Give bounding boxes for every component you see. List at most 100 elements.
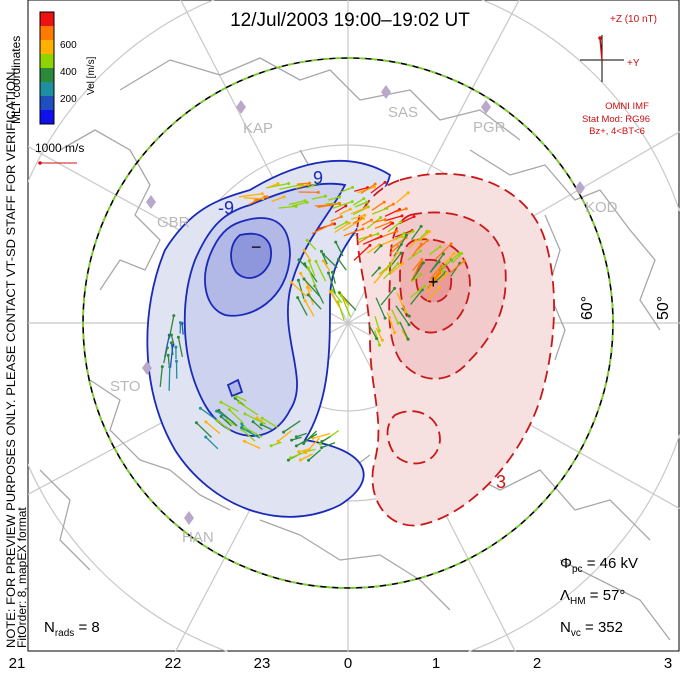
imf-z-label: +Z (10 nT) [610,14,657,25]
velocity-vector [306,182,320,189]
velocity-vector [366,216,382,230]
velocity-vector [205,436,219,450]
velocity-vector [295,183,309,189]
velocity-vector [271,196,285,203]
velocity-vector-origin [289,456,293,460]
velocity-vector-origin [449,242,453,246]
imf-indicator: +Z (10 nT) +Y OMNI IMF Stat Mod: RG96 Bz… [580,14,657,137]
velocity-vector-origin [337,257,340,261]
velocity-vector [378,264,392,275]
velocity-vector [312,432,331,439]
velocity-vector [426,275,441,294]
velocity-vector-origin [348,207,352,211]
velocity-vector-origin [302,249,306,252]
velocity-vector-origin [379,234,383,238]
velocity-vector [236,395,247,402]
velocity-vector-origin [286,458,290,462]
velocity-vector-origin [331,270,334,274]
velocity-vector-origin [436,273,440,277]
hm-boundary-latitude: ΛHM = 57° [560,587,625,607]
velocity-vector-origin [463,259,466,263]
velocity-vector [238,401,259,416]
velocity-vector-origin [269,444,273,448]
velocity-vector [389,262,404,275]
velocity-vector-origin [306,266,310,270]
velocity-vector [361,219,372,226]
velocity-vector [410,289,423,305]
contour-label-3: 3 [496,472,506,492]
velocity-vector [244,413,266,425]
velocity-vector [334,222,350,234]
velocity-vector [370,181,386,194]
velocity-vector [303,250,312,262]
velocity-vector-origin [178,321,182,325]
velocity-vector-origin [395,251,399,255]
velocity-vector-origin [361,227,365,231]
velocity-vector [439,273,447,283]
velocity-vector [177,337,184,358]
velocity-vector [327,272,336,294]
velocity-vector-origin [350,200,354,204]
velocity-vector-origin [406,337,410,341]
velocity-vector [383,263,399,280]
potential-max-marker: + [428,272,439,292]
velocity-vector [300,453,313,461]
velocity-vector-origin [311,436,315,440]
velocity-vector-origin [165,346,169,350]
velocity-vector-origin [160,365,164,369]
colorbar-swatch [40,68,54,83]
velocity-vector-origin [419,272,423,276]
potential-min-marker: − [251,237,262,257]
velocity-vector-origin [395,229,399,233]
velocity-vector-origin [351,185,355,189]
velocity-vector-origin [297,258,301,262]
velocity-vector-origin [407,314,411,318]
velocity-vector [391,309,399,324]
velocity-vector [441,252,460,269]
velocity-vectors [159,180,466,462]
velocity-vector [297,297,308,316]
imf-y-label: +Y [627,58,640,69]
velocity-vector [311,195,326,200]
velocity-vector [357,234,371,244]
colorbar-swatch [40,26,54,41]
velocity-vector-origin [383,180,387,184]
velocity-vector-origin [317,181,321,185]
velocity-vector-origin [276,182,280,186]
velocity-vector-origin [425,229,429,233]
velocity-vector-origin [166,353,170,357]
velocity-vector-origin [289,280,293,284]
velocity-vector [290,452,304,459]
velocity-vector-origin [297,450,301,454]
preview-note: NOTE: FOR PREVIEW PURPOSES ONLY. PLEASE … [4,68,18,648]
velocity-vector [169,345,174,367]
contour-label-minus9: -9 [218,198,234,218]
velocity-vector-origin [389,263,393,266]
velocity-vector [168,366,171,391]
velocity-vector [279,183,303,190]
velocity-vector-origin [404,207,408,211]
station-han: HAN [182,529,214,546]
mlt-tick-1: 1 [432,655,440,672]
velocity-vector-origin [290,438,294,442]
velocity-vector [417,230,428,241]
velocity-vector-origin [260,192,264,196]
imf-condition: Bz+, 4<BT<6 [589,126,645,137]
velocity-vector-origin [305,200,309,204]
velocity-vector [387,221,402,233]
velocity-vector [332,200,353,209]
station-pgr: PGR [473,119,506,136]
velocity-vector [243,197,264,200]
velocity-vector-origin [305,238,309,242]
mlt-tick-22: 22 [165,655,182,672]
velocity-vector-origin [215,409,219,413]
velocity-vector-origin [227,408,231,412]
velocity-vector [278,205,297,209]
velocity-vector-origin [347,221,351,225]
velocity-vector-origin [320,440,324,443]
velocity-vector-origin [328,203,332,207]
velocity-vector-origin [328,290,332,294]
velocity-vector-origin [339,215,343,219]
colorbar-swatch [40,110,54,125]
velocity-vector-origin [423,284,427,288]
